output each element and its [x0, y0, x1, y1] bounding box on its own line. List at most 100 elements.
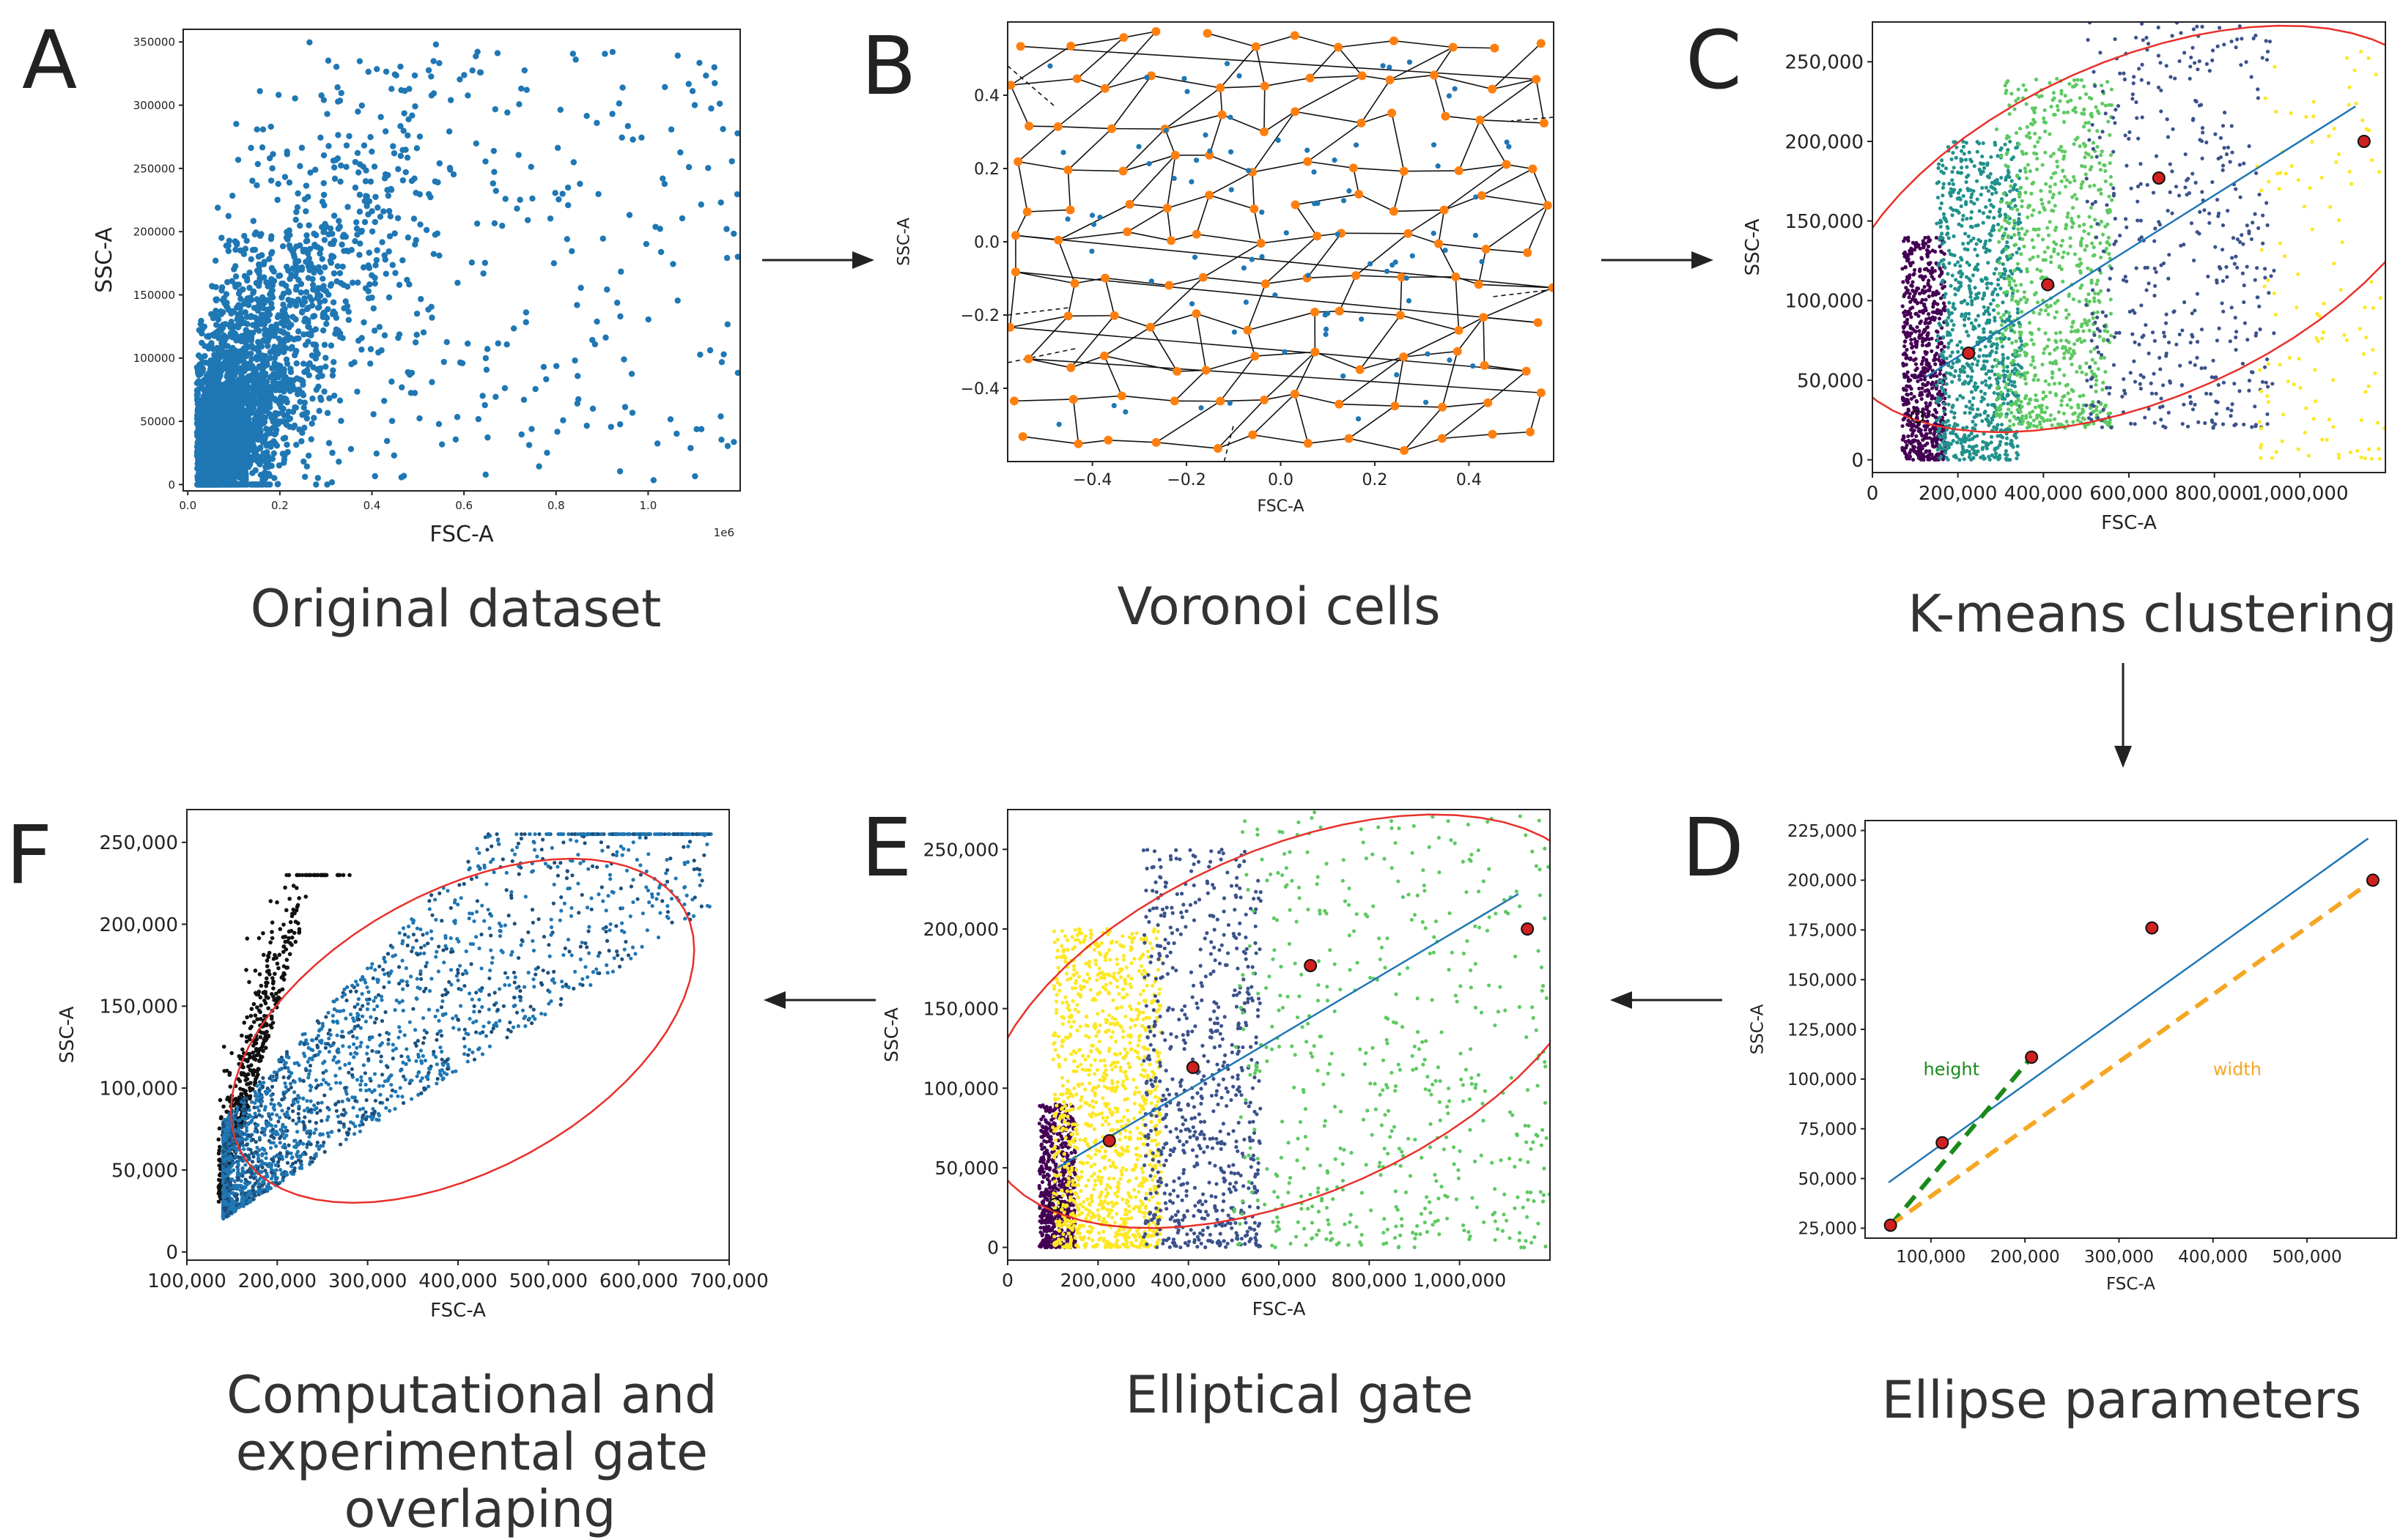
data-point — [260, 400, 267, 407]
data-point — [243, 363, 250, 369]
data-point — [465, 92, 471, 99]
voronoi-edge — [1166, 155, 1176, 209]
data-point — [259, 477, 266, 484]
voronoi-edge — [1077, 37, 1124, 79]
cluster-point — [1923, 338, 1928, 342]
cluster-point — [1914, 434, 1919, 438]
data-point — [358, 346, 365, 353]
cluster-point — [1991, 298, 1996, 303]
data-point — [446, 128, 453, 135]
cluster-point — [1910, 284, 1914, 289]
cluster-point — [1943, 451, 1948, 455]
cluster-point — [1933, 426, 1938, 430]
data-point — [217, 472, 224, 478]
data-point — [224, 481, 231, 488]
seed-point — [1089, 212, 1096, 218]
voronoi-vertex — [1454, 166, 1463, 176]
voronoi-edge — [1307, 437, 1349, 444]
cluster-point — [1922, 329, 1927, 333]
caption-f-line-1: Computational and — [226, 1365, 717, 1425]
cluster-point — [1901, 448, 1906, 452]
data-point — [218, 308, 224, 315]
data-point — [224, 371, 231, 378]
data-point — [352, 219, 360, 226]
voronoi-vertex — [1117, 391, 1126, 401]
cluster-point — [1966, 363, 1971, 367]
seed-point — [1259, 210, 1265, 215]
cluster-point — [1962, 317, 1967, 322]
data-point — [697, 351, 704, 358]
data-point — [354, 149, 361, 157]
data-point — [589, 405, 597, 412]
data-point — [461, 72, 468, 78]
voronoi-edge — [1009, 272, 1016, 327]
seed-point — [1406, 59, 1413, 65]
voronoi-edge — [1070, 315, 1115, 369]
data-point — [208, 311, 215, 317]
data-point — [314, 350, 321, 358]
data-point — [298, 309, 306, 316]
voronoi-edge — [1015, 234, 1059, 241]
data-point — [284, 360, 291, 367]
cluster-point — [1911, 350, 1916, 355]
voronoi-vertex — [1357, 71, 1367, 81]
data-point — [319, 372, 325, 380]
data-point — [515, 152, 522, 158]
data-point — [689, 88, 696, 95]
data-point — [254, 325, 260, 333]
data-point — [685, 81, 692, 87]
data-point — [358, 102, 366, 109]
seed-point — [1340, 198, 1347, 204]
cluster-point — [1902, 339, 1907, 344]
data-point — [337, 178, 344, 185]
cluster-point — [1908, 378, 1913, 382]
cluster-point — [1949, 372, 1953, 377]
data-point — [321, 388, 328, 395]
voronoi-edge — [1485, 248, 1528, 253]
seed-point — [1056, 421, 1062, 427]
seed-point — [1473, 194, 1479, 200]
cluster-point — [1942, 344, 1946, 349]
voronoi-edge — [1480, 78, 1537, 121]
voronoi-edge — [1104, 31, 1156, 89]
cluster-point — [2006, 388, 2010, 393]
data-point — [366, 198, 373, 204]
data-point — [677, 149, 684, 156]
data-point — [383, 270, 389, 277]
cluster-point — [1913, 337, 1917, 341]
cluster-point — [1908, 311, 1912, 316]
cluster-point — [1908, 261, 1912, 265]
data-point — [245, 393, 252, 400]
cluster-point — [1905, 347, 1909, 352]
voronoi-vertex — [1437, 434, 1447, 443]
data-point — [314, 304, 322, 311]
voronoi-edge — [1067, 127, 1112, 171]
data-point — [525, 442, 533, 448]
data-point — [254, 389, 261, 396]
cluster-point — [1965, 425, 1969, 429]
voronoi-edge — [1337, 46, 1363, 76]
data-point — [242, 464, 248, 471]
data-point — [255, 261, 262, 268]
voronoi-edge — [1433, 75, 1447, 116]
cluster-point — [1953, 292, 1957, 297]
voronoi-edge — [1029, 125, 1058, 127]
voronoi-edge — [1252, 111, 1296, 173]
cluster-point — [1927, 288, 1932, 292]
data-point — [195, 429, 202, 435]
data-point — [251, 246, 259, 253]
data-point — [226, 404, 232, 411]
voronoi-vertex — [1335, 399, 1344, 409]
data-point — [408, 177, 416, 185]
data-point — [395, 166, 402, 173]
voronoi-edge — [1027, 209, 1071, 212]
data-point — [388, 378, 395, 385]
cluster-point — [1930, 336, 1934, 341]
cluster-point — [2007, 204, 2011, 209]
cluster-point — [1914, 412, 1919, 416]
data-point — [624, 122, 632, 130]
cluster-point — [1941, 381, 1945, 385]
voronoi-edge — [1020, 45, 1537, 81]
data-point — [331, 212, 338, 219]
data-point — [492, 105, 498, 113]
